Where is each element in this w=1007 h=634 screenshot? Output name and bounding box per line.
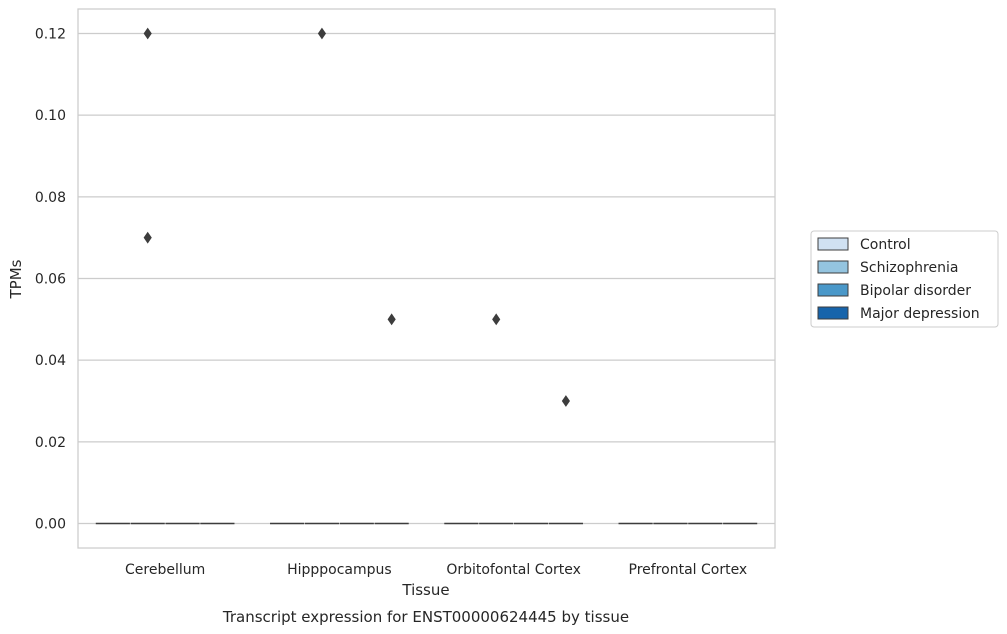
outlier-point: [387, 313, 396, 326]
y-tick-label: 0.12: [35, 27, 66, 43]
legend-label: Schizophrenia: [860, 260, 958, 276]
y-tick-label: 0.08: [35, 190, 66, 206]
legend-swatch: [817, 306, 849, 320]
x-tick-label: Prefrontal Cortex: [629, 562, 748, 578]
outlier-point: [561, 395, 570, 407]
chart-caption: Transcript expression for ENST0000062444…: [222, 608, 629, 626]
outlier-point: [143, 231, 152, 244]
y-tick-label: 0.02: [35, 435, 66, 451]
y-tick-label: 0.04: [35, 353, 66, 369]
legend-swatch: [817, 237, 849, 251]
y-tick-labels: 0.00 0.02 0.04 0.06 0.08 0.10 0.12: [35, 27, 66, 533]
legend-label: Bipolar disorder: [860, 283, 971, 299]
x-axis-title: Tissue: [401, 581, 449, 599]
outlier-marks: [143, 27, 570, 407]
y-tick-label: 0.06: [35, 272, 66, 288]
outlier-point: [143, 27, 152, 40]
outlier-point: [317, 27, 327, 40]
legend: Control Schizophrenia Bipolar disorder Majo…: [810, 230, 999, 328]
y-tick-label: 0.10: [35, 108, 66, 124]
legend-label: Control: [860, 237, 911, 253]
x-tick-labels: Cerebellum Hipppocampus Orbitofontal Corte…: [125, 562, 747, 578]
legend-frame: [810, 230, 999, 328]
legend-label: Major depression: [860, 306, 980, 322]
x-tick-label: Hipppocampus: [287, 562, 392, 578]
outlier-point: [492, 313, 501, 326]
y-axis-title: TPMs: [7, 259, 25, 299]
x-tick-label: Cerebellum: [125, 562, 205, 578]
legend-swatch: [817, 260, 849, 274]
plot-frame: [77, 8, 776, 549]
y-tick-label: 0.00: [35, 517, 66, 533]
x-tick-label: Orbitofontal Cortex: [446, 562, 581, 578]
legend-swatch: [817, 283, 849, 297]
